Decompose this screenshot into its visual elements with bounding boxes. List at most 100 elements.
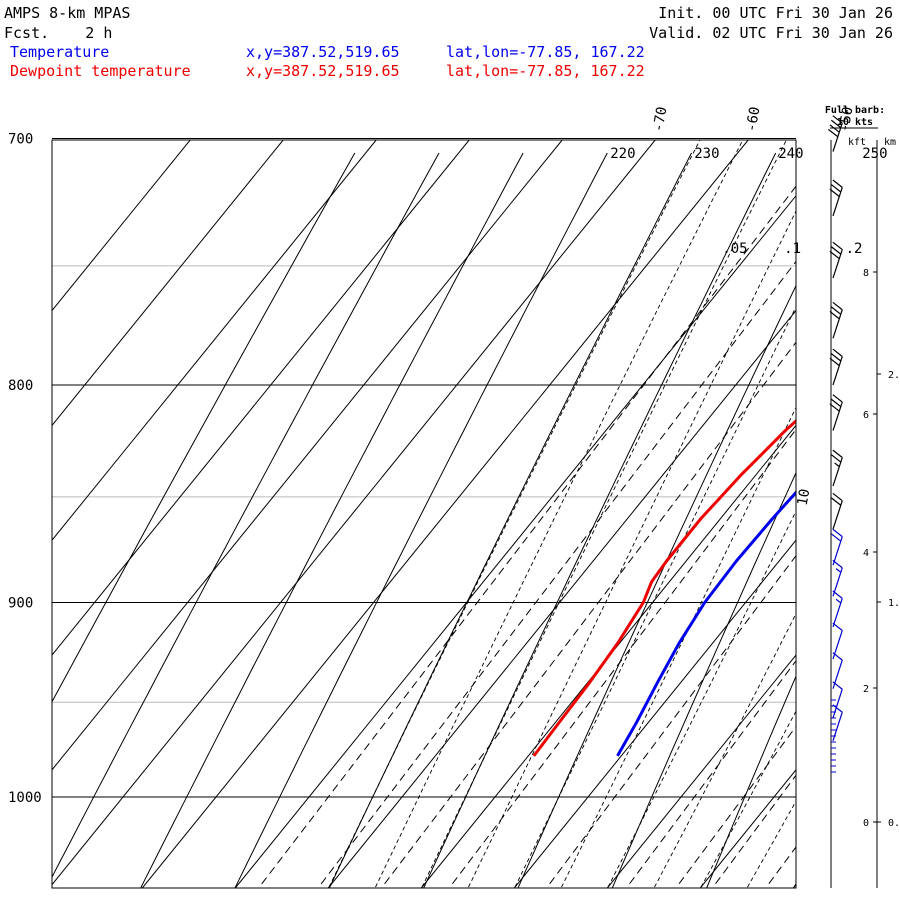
theta-label: 220 [610, 146, 635, 162]
moist-adiabat [375, 140, 744, 888]
wind-barb [829, 301, 843, 339]
barb-legend-line2: 10 kts [837, 117, 873, 128]
isotherm-line [52, 140, 191, 312]
km-tick-label: 0. [888, 818, 900, 829]
isotherm-line [420, 424, 796, 888]
kft-tick-label: 2 [863, 684, 869, 695]
temperature-profile-line [616, 490, 796, 757]
moist-adiabat [887, 112, 900, 887]
mixing-ratio-line [625, 659, 796, 888]
wind-barb [829, 241, 843, 279]
dry-adiabat [140, 152, 524, 888]
wind-barb [830, 528, 843, 566]
dry-adiabat [611, 471, 796, 888]
legend-temperature-latlon: lat,lon=-77.85, 167.22 [446, 43, 645, 61]
mixing-ratio-line [675, 725, 796, 888]
mixing-ratio-label: .1 [784, 241, 801, 257]
kft-unit: kft [848, 137, 866, 148]
km-tick-label: 1. [888, 598, 900, 609]
moist-adiabat [654, 612, 796, 888]
mixing-ratio-line [711, 774, 796, 888]
wind-barb [832, 559, 843, 597]
isotherm-line [52, 140, 563, 771]
axis-labels: 7008009001000-70-60-50-40-30-20-10010220… [8, 105, 888, 806]
wind-barb [829, 179, 843, 217]
barb-legend-line1: Full barb: [825, 105, 885, 116]
valid-time: Valid. 02 UTC Fri 30 Jan 26 [649, 24, 893, 42]
legend-dewpoint-xy: x,y=387.52,519.65 [246, 62, 400, 80]
isotherm-line [52, 140, 377, 542]
isotherm-line [141, 140, 749, 888]
moist-adiabat [607, 510, 796, 888]
wind-barb [830, 449, 843, 487]
wind-barb [832, 704, 843, 741]
pressure-tick-label: 1000 [8, 790, 42, 806]
wind-barb [828, 115, 843, 152]
dry-adiabat [706, 674, 796, 888]
dry-adiabat [52, 152, 440, 879]
mixing-ratio-label: .05 [722, 241, 747, 257]
isotherm-line [327, 309, 796, 888]
wind-barb [829, 348, 843, 386]
legend-temperature-xy: x,y=387.52,519.65 [246, 43, 400, 61]
mixing-ratio-line [317, 260, 796, 888]
pressure-tick-label: 700 [8, 131, 33, 147]
isotherm-line [234, 194, 796, 888]
legend-dewpoint-label: Dewpoint temperature [10, 62, 191, 80]
wind-barb [829, 394, 843, 431]
dewpoint-profile-line [532, 419, 796, 757]
forecast-hour: Fcst. 2 h [4, 24, 112, 42]
mixing-ratio-line [545, 554, 796, 888]
mixing-ratio-label: .2 [846, 241, 863, 257]
kft-tick-label: 4 [863, 548, 869, 559]
wind-barb-panel: 0 2 4 6 8 0. 1. 2. [828, 115, 900, 888]
dry-adiabat [234, 152, 608, 888]
moist-adiabat [841, 112, 900, 887]
isotherm-line [52, 140, 284, 427]
dry-adiabat [52, 152, 356, 703]
mixing-ratio-line [257, 185, 796, 888]
kft-tick-label: 0 [863, 818, 869, 829]
isobars [52, 137, 796, 798]
theta-label: 230 [694, 146, 719, 162]
mixing-ratio-line [448, 428, 796, 888]
plot-frame [51, 139, 797, 889]
dry-adiabat [892, 153, 900, 897]
pressure-tick-label: 800 [8, 378, 33, 394]
isotherm-line [52, 140, 470, 656]
moist-adiabat [468, 210, 796, 888]
moist-adiabat [328, 140, 701, 888]
temperature-tick-label: 10 [795, 488, 814, 507]
wind-barb [832, 590, 843, 628]
temperature-tick-label: -50 [836, 105, 856, 133]
wind-barb [830, 492, 843, 530]
temperature-tick-label: -60 [743, 105, 763, 133]
theta-label: 250 [862, 146, 887, 162]
temperature-tick-label: -70 [650, 105, 670, 133]
km-tick-label: 2. [888, 370, 900, 381]
moist-adiabat [561, 406, 796, 888]
moist-adiabat [421, 140, 787, 888]
kft-tick-label: 6 [863, 410, 869, 421]
isotherm-line [513, 539, 796, 888]
dry-adiabat [797, 153, 900, 897]
mixing-ratio-line [883, 138, 900, 900]
legend-dewpoint-latlon: lat,lon=-77.85, 167.22 [446, 62, 645, 80]
sounding-profiles [532, 419, 796, 757]
kft-tick-label: 8 [863, 268, 869, 279]
isotherm-line [52, 140, 656, 886]
pressure-tick-label: 900 [8, 595, 33, 611]
isotherm-line [886, 140, 900, 888]
dry-adiabat [517, 284, 796, 888]
wind-barb [832, 681, 843, 718]
mixing-ratio-line [380, 341, 796, 888]
background-lines [52, 112, 900, 900]
moist-adiabat [514, 305, 796, 888]
km-unit: km [884, 137, 896, 148]
legend-temperature-label: Temperature [10, 43, 109, 61]
isotherm-line [606, 654, 796, 888]
model-title: AMPS 8-km MPAS [4, 4, 130, 22]
theta-label: 240 [778, 146, 803, 162]
init-time: Init. 00 UTC Fri 30 Jan 26 [658, 4, 893, 22]
